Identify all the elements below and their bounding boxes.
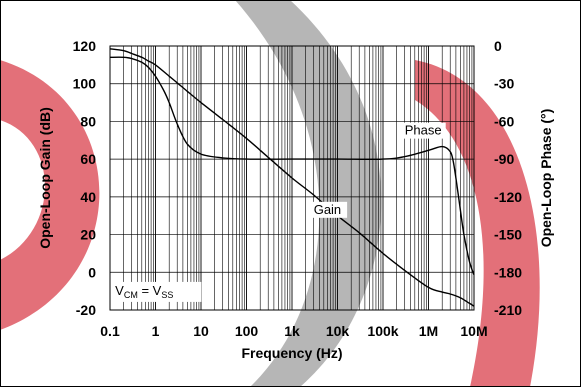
annotation-vcm-equals-vss: VCM = VSS xyxy=(115,283,173,300)
annotation-label-phase: Phase xyxy=(405,123,442,138)
y-right-tick-label: -120 xyxy=(494,189,522,205)
watermark-red-swoosh xyxy=(415,60,540,387)
x-tick-label: 1k xyxy=(284,323,300,339)
y-left-tick-label: 40 xyxy=(80,189,96,205)
y-right-tick-label: -30 xyxy=(494,76,514,92)
annotations: Phase Gain VCM = VSS xyxy=(111,122,446,302)
annotation-label-gain: Gain xyxy=(314,202,341,217)
x-tick-label: 10k xyxy=(326,323,350,339)
plot-area-border xyxy=(109,45,475,311)
x-tick-label: 100k xyxy=(367,323,398,339)
y-right-tick-labels: 0 -30 -60 -90 -120 -150 -180 -210 xyxy=(494,38,522,318)
x-axis-title: Frequency (Hz) xyxy=(241,345,342,361)
y-left-tick-label: -20 xyxy=(76,302,96,318)
x-tick-label: 1 xyxy=(152,323,160,339)
annotation-background xyxy=(310,201,348,218)
y-left-tick-label: 120 xyxy=(73,38,97,54)
watermark-gray-swoosh xyxy=(235,0,382,387)
y-right-tick-label: -210 xyxy=(494,302,522,318)
x-tick-label: 1M xyxy=(419,323,438,339)
y-left-tick-labels: 120 100 80 60 40 20 0 -20 xyxy=(73,38,97,318)
y-right-tick-label: -180 xyxy=(494,264,522,280)
y-left-tick-label: 60 xyxy=(80,151,96,167)
y-left-axis-title: Open-Loop Gain (dB) xyxy=(37,107,53,249)
y-left-tick-label: 20 xyxy=(80,227,96,243)
series-line-gain xyxy=(109,48,475,307)
y-left-tick-label: 80 xyxy=(80,113,96,129)
annotation-background xyxy=(401,122,446,139)
x-tick-labels: 0.1 1 10 100 1k 10k 100k 1M 10M xyxy=(100,323,487,339)
y-right-tick-label: -60 xyxy=(494,113,514,129)
x-tick-label: 10 xyxy=(193,323,209,339)
x-tick-label: 0.1 xyxy=(100,323,120,339)
y-left-tick-label: 100 xyxy=(73,76,97,92)
y-left-tick-label: 0 xyxy=(88,264,96,280)
series-line-phase xyxy=(109,56,475,276)
watermark-red-arc xyxy=(0,60,100,330)
annotation-background xyxy=(111,281,202,302)
series-group xyxy=(109,48,475,307)
watermark xyxy=(0,0,540,387)
x-tick-label: 10M xyxy=(460,323,487,339)
y-right-tick-label: -150 xyxy=(494,227,522,243)
x-tick-label: 100 xyxy=(235,323,259,339)
y-right-axis-title: Open-Loop Phase (°) xyxy=(538,109,554,248)
y-right-tick-label: 0 xyxy=(494,38,502,54)
y-right-tick-label: -90 xyxy=(494,151,514,167)
